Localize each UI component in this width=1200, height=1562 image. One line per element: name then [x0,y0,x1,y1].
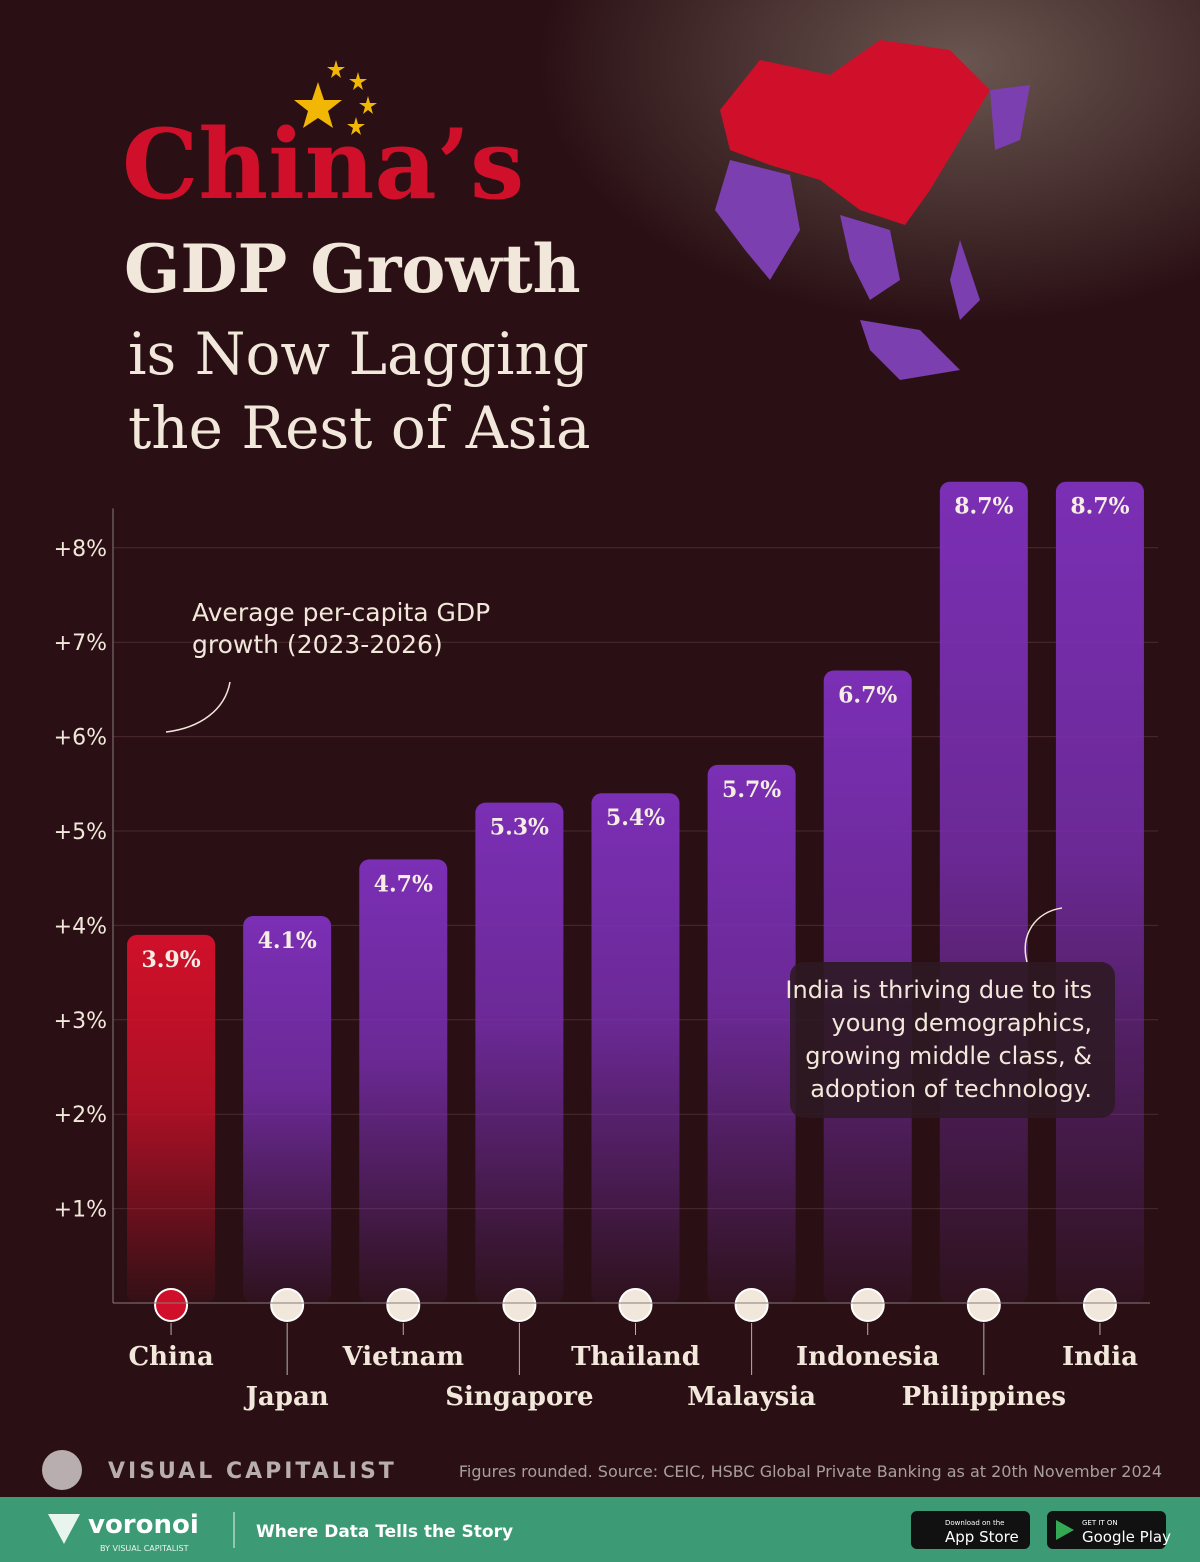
annotation: growth (2023-2026) [192,630,443,659]
flag [502,1288,537,1322]
title: the Rest of Asia [128,394,591,462]
flag [154,1288,189,1322]
arrow [165,681,231,733]
flag [618,1288,653,1322]
asia-map [715,85,1030,380]
flag [1082,1288,1117,1322]
annotation: young demographics, [832,1009,1092,1037]
brand: VISUAL CAPITALIST [108,1459,397,1484]
bar [707,764,796,1303]
y-tick-label: +7% [54,631,107,656]
voronoi-logo [48,1514,80,1544]
google-play: Google Play [1082,1528,1171,1546]
chart: +1% +2% +3% +4% +5% +6% +7% +8% 3.9% China 4.1% Jap… [54,481,1158,1412]
arrow [1024,907,1063,963]
footer-band [0,1435,1200,1497]
x-tick-label: India [1062,1342,1138,1372]
google-play-small: GET IT ON [1082,1519,1118,1527]
y-tick-label: +1% [54,1198,107,1223]
app-store-small: Download on the [945,1519,1004,1527]
value-label: 6.7% [838,683,897,709]
app-store-button[interactable] [911,1511,1030,1549]
x-tick-label: China [128,1342,213,1372]
play-icon [1056,1520,1074,1540]
value-label: 4.1% [258,928,317,954]
title: China’s [122,108,524,221]
y-tick-label: +6% [54,726,107,751]
annotation: adoption of technology. [810,1075,1092,1103]
tagline: Where Data Tells the Story [256,1522,513,1542]
x-tick-label: Singapore [445,1382,593,1412]
bar [475,802,564,1303]
value-label: 8.7% [954,494,1013,520]
bar [1055,481,1144,1304]
y-tick-label: +3% [54,1009,107,1034]
annotation: India is thriving due to its [785,976,1092,1004]
bar [359,859,448,1303]
value-label: 4.7% [374,871,433,897]
flag [734,1288,769,1322]
value-label: 5.4% [606,805,665,831]
x-tick-label: Japan [244,1382,329,1412]
vc-logo [42,1450,82,1490]
app-store: App Store [945,1528,1019,1546]
title: is Now Lagging [128,320,589,388]
flag [850,1288,885,1322]
value-label: 5.7% [722,777,781,803]
y-tick-label: +2% [54,1103,107,1128]
x-tick-label: Vietnam [342,1342,464,1372]
value-label: 5.3% [490,815,549,841]
flag [966,1288,1001,1322]
source: Figures rounded. Source: CEIC, HSBC Glob… [459,1462,1162,1481]
x-tick-label: Thailand [571,1342,700,1372]
bar [243,915,332,1303]
y-tick-label: +5% [54,820,107,845]
google-play-button[interactable] [1047,1511,1166,1549]
bar [127,934,216,1303]
value-label: 3.9% [141,947,200,973]
annotation: Average per-capita GDP [192,598,490,627]
value-label: 8.7% [1070,494,1129,520]
annotation-box [790,962,1115,1118]
x-tick-label: Indonesia [796,1342,940,1372]
x-tick-label: Philippines [902,1382,1066,1412]
bar [939,481,1028,1304]
flag [386,1288,421,1322]
stars [294,60,377,135]
annotation: growing middle class, & [805,1042,1092,1070]
voronoi: voronoi [88,1510,199,1540]
title: GDP Growth [124,230,581,308]
x-tick-label: Malaysia [687,1382,816,1412]
flag [270,1288,305,1322]
bar [591,793,680,1303]
voronoi-sub: BY VISUAL CAPITALIST [100,1544,189,1553]
y-tick-label: +4% [54,914,107,939]
y-tick-label: +8% [54,537,107,562]
china-map [720,40,990,225]
